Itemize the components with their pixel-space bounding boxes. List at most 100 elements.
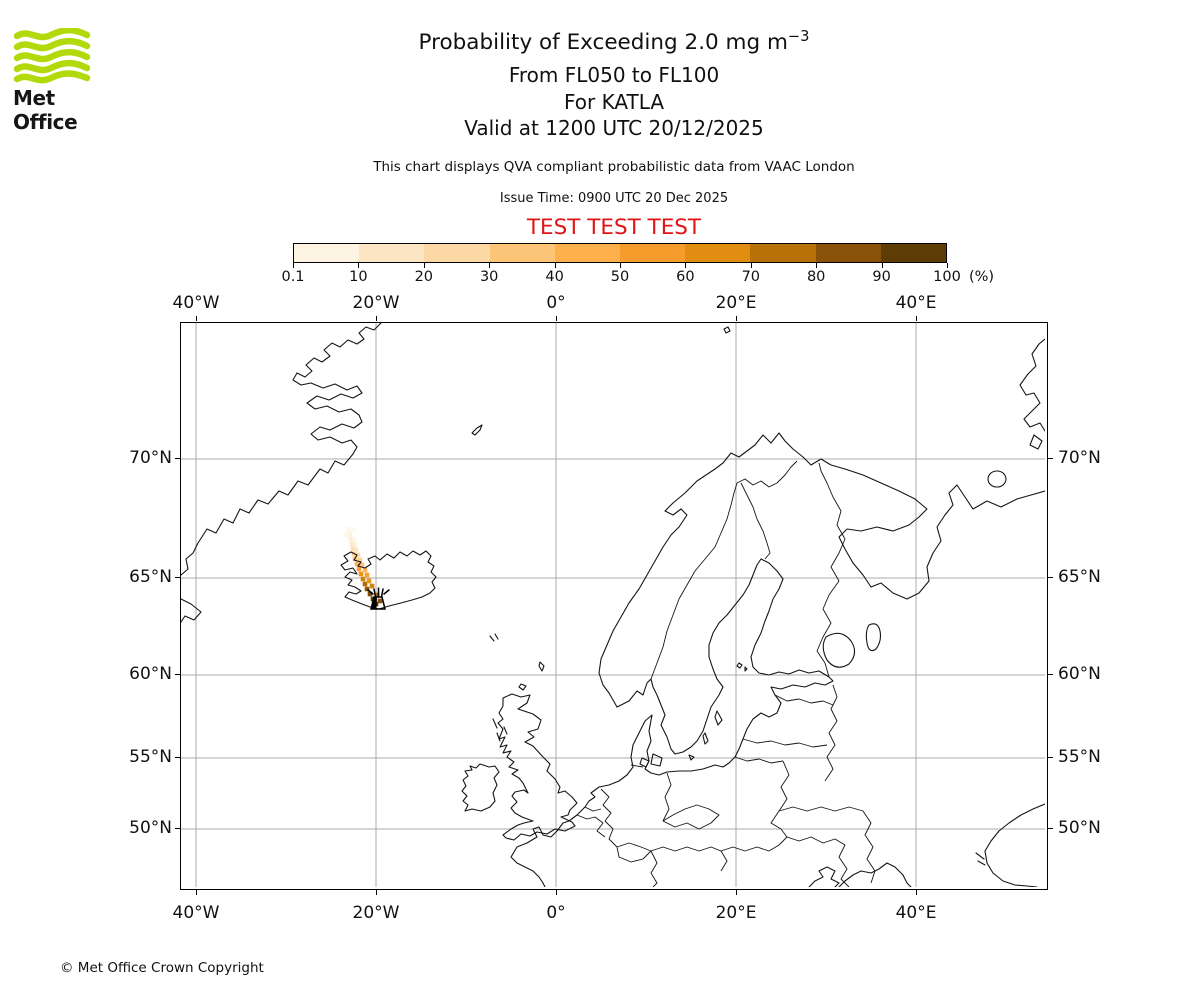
axis-tickmark: [175, 757, 180, 758]
plume-cell: [369, 583, 375, 589]
plume-cell: [364, 572, 370, 578]
qva-description: This chart displays QVA compliant probab…: [373, 159, 855, 175]
plume-cell: [346, 526, 352, 532]
border-norway-sweden: [650, 482, 738, 680]
graticule-gridlines: [181, 323, 1045, 887]
colorbar-tickmark: [423, 263, 425, 268]
plume-cell: [355, 552, 361, 558]
coast-kolguyev-island: [987, 470, 1007, 488]
colorbar-tickmark: [293, 263, 294, 268]
axis-tickmark: [556, 890, 557, 895]
border-latvia-lithuania: [742, 738, 828, 748]
plume-cell: [360, 576, 366, 582]
border-belarus-ukraine-russia: [778, 806, 876, 884]
plume-cell: [354, 561, 360, 567]
colorbar-tickmark: [881, 263, 883, 268]
colorbar-tick-label: 40: [545, 269, 564, 285]
border-germany-west: [600, 788, 618, 848]
axis-tickmark: [556, 316, 557, 321]
border-estonia-latvia: [774, 694, 834, 706]
axis-tickmark: [736, 890, 737, 895]
axis-tickmark: [175, 458, 180, 459]
colorbar-tickmark: [685, 263, 687, 268]
coast-novaya-zemlya: [1019, 338, 1045, 450]
plume-cell: [351, 527, 357, 533]
lat-label-left: 50°N: [129, 818, 172, 838]
plume-cell: [343, 532, 349, 538]
lon-label-top: 0°: [546, 293, 566, 313]
plume-cell: [358, 571, 364, 577]
colorbar-unit-label: (%): [969, 269, 995, 285]
axis-tickmark: [1048, 674, 1053, 675]
colorbar-segment-30: [489, 244, 555, 262]
plume-cell: [357, 557, 363, 563]
colorbar-segment-70: [750, 244, 816, 262]
axis-tickmark: [916, 890, 917, 895]
colorbar-segment-10: [359, 244, 425, 262]
border-denmark-germany: [630, 764, 644, 768]
issue-time: Issue Time: 0900 UTC 20 Dec 2025: [499, 191, 729, 206]
lon-label-top: 20°E: [715, 293, 757, 313]
plume-cell: [366, 578, 372, 584]
lon-label-bottom: 40°W: [172, 903, 220, 923]
lon-label-bottom: 40°E: [895, 903, 937, 923]
met-office-logo-text: Met Office: [13, 86, 78, 134]
probability-colorbar: 0.1 10 20 30 40 50 60 70 80 90 100 (%): [281, 243, 994, 293]
ash-probability-plume: [343, 526, 383, 607]
border-czechia: [662, 804, 720, 830]
lat-label-right: 70°N: [1058, 448, 1101, 468]
coast-hebrides: [492, 718, 508, 742]
coast-black-sea: [808, 862, 912, 887]
colorbar-tickmark: [489, 263, 491, 268]
coast-greenland: [181, 323, 382, 576]
lat-label-left: 65°N: [129, 567, 172, 587]
coast-baltic-islands: [688, 662, 748, 761]
border-austria-alps: [650, 846, 728, 872]
colorbar-segment-40: [554, 244, 621, 262]
colorbar-tick-label: 50: [610, 269, 630, 285]
colorbar-tick-label: 20: [414, 269, 434, 285]
lon-label-bottom: 20°E: [715, 903, 757, 923]
subtitle-volcano: For KATLA: [564, 90, 664, 114]
coastlines: [181, 323, 1045, 887]
colorbar-tickmark: [750, 263, 752, 268]
subtitle-flight-levels: From FL050 to FL100: [508, 63, 720, 87]
volcano-marker-katla: [367, 587, 390, 610]
lat-label-right: 55°N: [1058, 747, 1101, 767]
colorbar-tickmark: [554, 263, 556, 268]
axis-tickmark: [1048, 458, 1053, 459]
axis-tickmark: [175, 828, 180, 829]
border-benelux: [576, 806, 606, 838]
colorbar-segment-20: [424, 244, 490, 262]
colorbar-segment-60: [685, 244, 751, 262]
axis-tickmark: [1048, 757, 1053, 758]
axis-tickmark: [916, 316, 917, 321]
lat-label-right: 60°N: [1058, 664, 1101, 684]
coast-ireland: [461, 763, 500, 812]
page-title: Probability of Exceeding 2.0 mg m−3: [418, 28, 810, 56]
coast-caspian: [984, 803, 1045, 887]
subtitle-valid-time: Valid at 1200 UTC 20/12/2025: [464, 116, 764, 140]
axis-tickmark: [1048, 828, 1053, 829]
plume-cell: [349, 541, 355, 547]
colorbar-tick-label: 70: [741, 269, 761, 285]
border-poland-east: [778, 760, 790, 812]
axis-tickmark: [175, 674, 180, 675]
map-frame: [180, 322, 1048, 890]
test-banner: TEST TEST TEST: [526, 215, 702, 240]
border-baltics-russia: [824, 684, 838, 782]
border-germany-poland: [662, 772, 672, 822]
met-office-logo: Met Office: [13, 26, 123, 134]
lake-ladoga: [822, 632, 856, 668]
colorbar-tick-label: 80: [806, 269, 826, 285]
lat-label-right: 50°N: [1058, 818, 1101, 838]
border-hungary-romania: [786, 836, 850, 887]
lat-label-left: 55°N: [129, 747, 172, 767]
plume-cell: [353, 547, 359, 553]
plume-cell: [362, 581, 368, 587]
border-lithuania-poland: [734, 756, 784, 764]
map-canvas: [181, 323, 1045, 887]
colorbar-tick-label: 60: [676, 269, 695, 285]
colorbar-tickmark: [358, 263, 360, 268]
